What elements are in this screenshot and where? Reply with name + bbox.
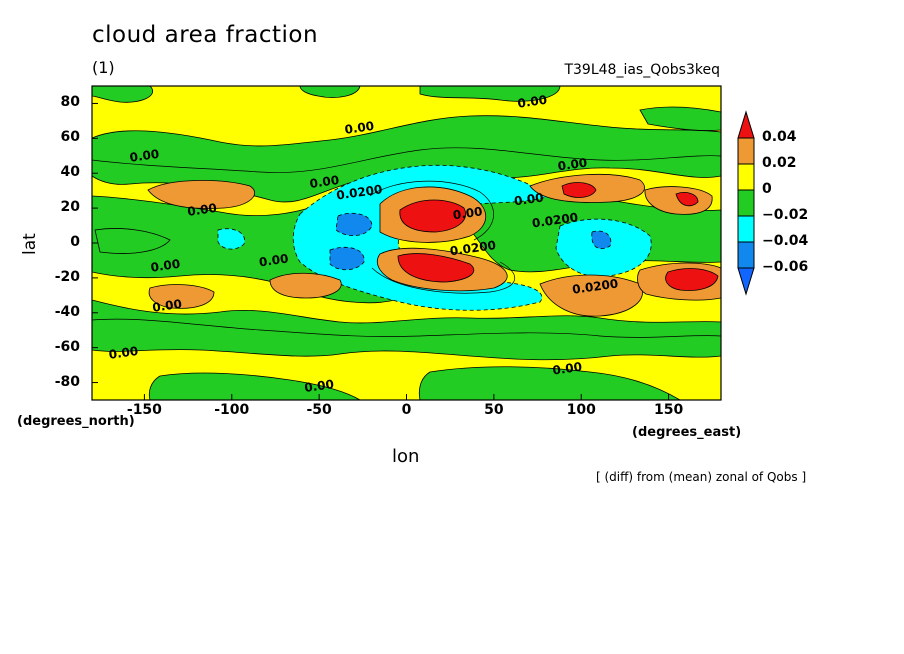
tick-marks — [92, 102, 670, 400]
contour-label: 0.00 — [150, 257, 181, 275]
colorbar-label: 0.04 — [762, 129, 797, 145]
y-tick-label: -60 — [54, 338, 80, 355]
contour-label: 0.00 — [557, 156, 588, 174]
y-tick-label: -20 — [54, 268, 80, 285]
y-tick-label: 40 — [60, 164, 80, 181]
x-tick-label: 100 — [566, 402, 596, 418]
x-tick-label: 50 — [484, 402, 504, 418]
contour-label: 0.00 — [129, 147, 160, 165]
x-tick-label: 0 — [401, 402, 412, 418]
contour-label: 0.00 — [309, 173, 340, 191]
negative-region-blue — [329, 212, 612, 271]
contour-label: 0.00 — [258, 251, 289, 269]
colorbar-segment — [737, 215, 755, 243]
contour-label: 0.0200 — [335, 182, 383, 202]
x-tick-label: 150 — [653, 402, 684, 418]
colorbar-label: −0.06 — [762, 259, 809, 275]
contour-label: 0.00 — [552, 360, 583, 378]
colorbar-label: −0.04 — [762, 233, 809, 249]
y-tick-label: -40 — [54, 303, 80, 320]
colorbar-segment — [737, 241, 755, 269]
diff-note: [ (diff) from (mean) zonal of Qobs ] — [596, 470, 807, 484]
y-tick-label: 80 — [60, 94, 80, 111]
colorbar-label: −0.02 — [762, 207, 809, 223]
contour-label: 0.00 — [513, 190, 544, 208]
x-tick-label: -150 — [126, 402, 162, 418]
colorbar-label: 0 — [762, 181, 772, 197]
y-tick-label: -80 — [54, 373, 80, 390]
x-tick-label: -100 — [214, 402, 250, 418]
colorbar-segment — [737, 189, 755, 217]
contour-lines — [92, 147, 721, 338]
contour-label: 0.00 — [344, 119, 375, 137]
chart-subtitle: (1) — [92, 58, 115, 77]
contour-label: 0.00 — [452, 204, 483, 222]
y-tick-label: 60 — [60, 129, 80, 146]
y-axis-units: (degrees_north) — [17, 414, 135, 429]
positive-region-red — [397, 182, 719, 291]
colorbar-top-arrow — [737, 110, 755, 139]
contour-label: 0.0200 — [571, 276, 619, 296]
colorbar-bottom-arrow — [737, 267, 755, 296]
contour-label: 0.00 — [304, 377, 335, 395]
y-tick-label: 20 — [60, 199, 80, 216]
contour-labels: 0.000.000.000.000.000.000.000.02000.000.… — [108, 93, 619, 395]
x-axis-label: lon — [392, 446, 420, 467]
colorbar — [737, 110, 755, 296]
colorbar-segment — [737, 137, 755, 165]
contour-label: 0.0200 — [449, 238, 497, 258]
chart-title: cloud area fraction — [92, 22, 319, 48]
x-axis-units: (degrees_east) — [632, 425, 742, 440]
contour-label: 0.00 — [517, 93, 548, 111]
colorbar-segment — [737, 163, 755, 191]
contour-label: 0.00 — [108, 344, 139, 362]
colorbar-label: 0.02 — [762, 155, 797, 171]
x-tick-label: -50 — [306, 402, 332, 418]
run-name: T39L48_ias_Qobs3keq — [564, 62, 720, 78]
contour-label: 0.0200 — [531, 210, 579, 230]
y-tick-label: 0 — [70, 234, 80, 250]
contour-label: 0.00 — [151, 297, 182, 315]
contour-label: 0.00 — [186, 201, 217, 219]
